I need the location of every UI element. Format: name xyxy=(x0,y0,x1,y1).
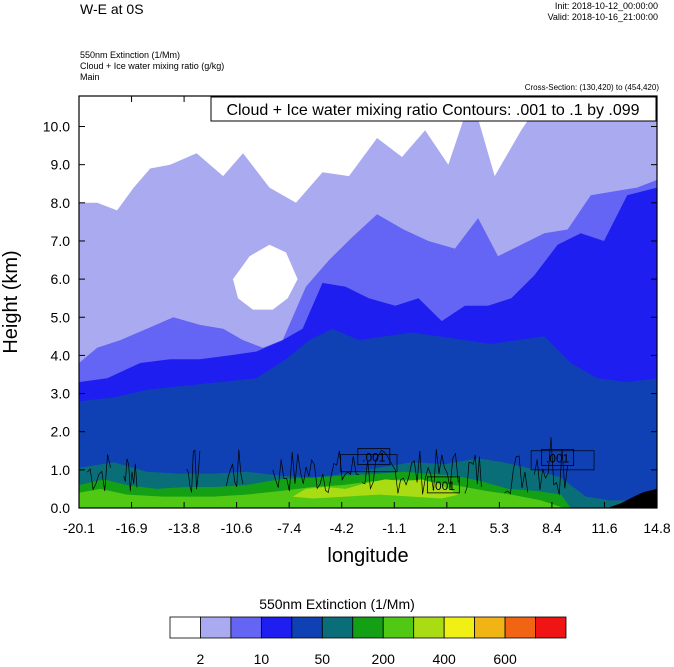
y-tick-label: 4.0 xyxy=(51,347,71,363)
y-tick-label: 6.0 xyxy=(51,271,71,287)
colorbar xyxy=(169,616,567,639)
colorbar-swatch-3 xyxy=(260,616,293,639)
extinction-band-9 xyxy=(607,488,657,508)
x-tick-label: 2.1 xyxy=(437,520,457,536)
colorbar-tick-label: 600 xyxy=(493,651,517,667)
colorbar-swatch-11 xyxy=(504,616,536,639)
y-axis-label: Height (km) xyxy=(0,250,22,353)
colorbar-swatch-9 xyxy=(443,616,476,639)
y-tick-label: 9.0 xyxy=(51,157,71,173)
colorbar-title: 550nm Extinction (1/Mm) xyxy=(259,596,415,612)
contour-line-6 xyxy=(464,454,482,494)
x-axis: -20.1 -16.9 -13.8 -10.6 -7.4 -4.2 -1.1 2.1 5.3 8.… xyxy=(63,96,671,536)
colorbar-tick-label: 200 xyxy=(371,651,395,667)
extinction-band-4 xyxy=(79,328,657,508)
y-tick-label: 0.0 xyxy=(51,500,71,516)
y-tick-label: 1.0 xyxy=(51,462,71,478)
contour-line-7 xyxy=(504,455,529,495)
x-tick-label: -7.4 xyxy=(277,520,301,536)
x-tick-label: -20.1 xyxy=(63,520,95,536)
x-tick-label: -10.6 xyxy=(221,520,253,536)
colorbar-swatch-2 xyxy=(230,616,262,639)
y-tick-label: 10.0 xyxy=(43,119,70,135)
contour-outline-b xyxy=(530,450,595,471)
field-name-extinction: 550nm Extinction (1/Mm) xyxy=(80,50,181,60)
colorbar-tick-label: 10 xyxy=(253,651,270,667)
field-name-mixing-ratio: Cloud + Ice water mixing ratio (g/kg) xyxy=(80,61,225,71)
contour-outline-a xyxy=(340,454,398,473)
colorbar-swatch-7 xyxy=(382,616,415,639)
colorbar-swatch-10 xyxy=(474,616,506,639)
contour-info-label: Cloud + Ice water mixing ratio Contours:… xyxy=(226,102,639,119)
colorbar-swatch-5 xyxy=(321,616,354,639)
plot-frame xyxy=(78,95,658,509)
colorbar-tick-label: 400 xyxy=(432,651,456,667)
x-tick-label: -13.8 xyxy=(168,520,200,536)
contour-line-0 xyxy=(87,454,111,492)
valid-time: Valid: 2018-10-16_21:00:00 xyxy=(547,12,658,22)
y-tick-label: 2.0 xyxy=(51,424,71,440)
contour-line-3 xyxy=(226,449,244,487)
contour-line-2 xyxy=(186,449,201,493)
contour-label-2: .001 xyxy=(432,479,456,493)
y-tick-label: 7.0 xyxy=(51,233,71,249)
colorbar-swatch-12 xyxy=(535,616,567,639)
contour-label-1: .001 xyxy=(546,451,570,465)
colorbar-tick-label: 50 xyxy=(314,651,331,667)
x-tick-label: -4.2 xyxy=(330,520,354,536)
y-tick-label: 8.0 xyxy=(51,195,71,211)
contour-label-box-1 xyxy=(541,449,575,466)
x-tick-label: -1.1 xyxy=(382,520,406,536)
colorbar-tick-label: 2 xyxy=(196,651,205,667)
contour-line-5 xyxy=(362,449,459,495)
y-tick-label: 3.0 xyxy=(51,386,71,402)
colorbar-swatch-1 xyxy=(200,616,232,639)
y-axis: 0.0 1.0 2.0 3.0 4.0 5.0 6.0 7.0 8.0 9.0 10.0 xyxy=(43,119,657,516)
x-tick-label: 14.8 xyxy=(643,520,670,536)
contour-label-box-2 xyxy=(426,476,460,494)
page-title: W-E at 0S xyxy=(80,1,144,17)
contour-label-0: .001 xyxy=(362,451,386,465)
x-tick-label: 5.3 xyxy=(490,520,510,536)
x-axis-label: longitude xyxy=(327,545,408,567)
colorbar-swatch-0 xyxy=(169,616,201,639)
colorbar-swatch-6 xyxy=(352,616,384,639)
contour-line-4 xyxy=(272,450,359,494)
cross-section-label: Cross-Section: (130,420) to (454,420) xyxy=(524,83,659,92)
x-tick-label: 8.4 xyxy=(542,520,562,536)
domain-name: Main xyxy=(80,72,100,82)
colorbar-swatch-8 xyxy=(413,616,445,639)
contour-line-1 xyxy=(123,458,138,492)
contour-info-box xyxy=(210,96,657,122)
y-tick-label: 5.0 xyxy=(51,309,71,325)
mixing-ratio-contours: .001 .001 .001 xyxy=(87,437,595,495)
extinction-fill-layer xyxy=(79,96,657,508)
contour-label-box-0 xyxy=(357,448,391,466)
init-time: Init: 2018-10-12_00:00:00 xyxy=(554,1,658,11)
x-tick-label: -16.9 xyxy=(116,520,148,536)
x-tick-label: 11.6 xyxy=(591,520,617,536)
extinction-band-8 xyxy=(292,479,459,499)
extinction-band-1 xyxy=(233,244,298,310)
colorbar-swatch-4 xyxy=(291,616,323,639)
